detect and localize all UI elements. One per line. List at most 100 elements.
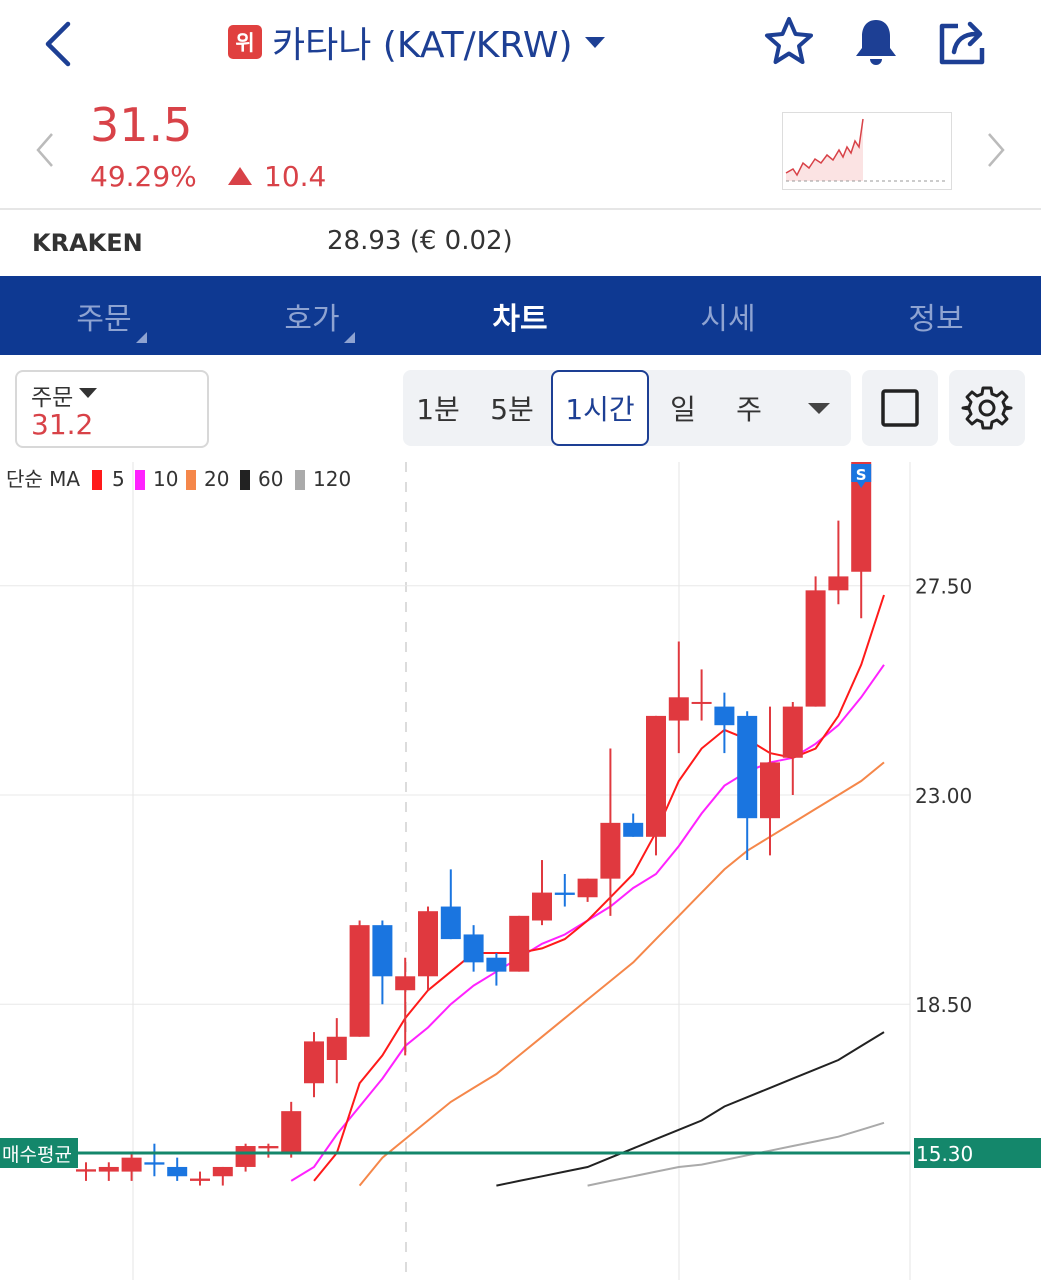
candle <box>463 925 484 972</box>
candle <box>281 1101 302 1158</box>
square-icon <box>881 389 919 427</box>
y-tick-label: 18.50 <box>915 993 972 1017</box>
title-dropdown[interactable]: 위 카타나 (KAT/KRW) <box>228 14 605 70</box>
candle <box>98 1162 119 1181</box>
candle-body <box>212 1166 233 1177</box>
candle <box>691 669 712 721</box>
tab-chart[interactable]: 차트 <box>416 276 624 355</box>
corner-triangle-icon <box>136 332 147 343</box>
legend-ma120: 120 <box>313 467 351 491</box>
sparkline-chart[interactable] <box>782 112 952 190</box>
tab-label: 호가 <box>284 301 340 337</box>
change-value: 10.4 <box>264 160 327 193</box>
legend-ma10: 10 <box>153 467 178 491</box>
candle-body <box>326 1036 347 1060</box>
candle-body <box>235 1146 256 1167</box>
candle <box>577 878 598 902</box>
candle <box>258 1143 279 1158</box>
legend-ma60: 60 <box>258 467 283 491</box>
timeframe-1h[interactable]: 1시간 <box>551 370 649 446</box>
tab-label: 주문 <box>76 301 132 337</box>
candle-body <box>554 892 575 895</box>
settings-button[interactable] <box>949 370 1025 446</box>
signal-marker-label: S <box>856 466 867 484</box>
legend-swatch-ma120 <box>295 470 305 490</box>
candle <box>395 957 416 1056</box>
order-label: 주문 <box>31 385 74 411</box>
candle-body <box>258 1146 279 1149</box>
bell-icon[interactable] <box>848 14 904 70</box>
candle-body <box>691 701 712 704</box>
candle-body <box>509 915 530 972</box>
timeframe-week[interactable]: 주 <box>736 393 762 426</box>
corner-triangle-icon <box>344 332 355 343</box>
tab-info[interactable]: 정보 <box>832 276 1040 355</box>
candle-body <box>463 934 484 963</box>
candle <box>760 706 780 856</box>
candle-body <box>782 706 803 758</box>
legend-swatch-ma20 <box>186 470 196 490</box>
caret-down-icon <box>79 388 97 398</box>
tab-orderbook[interactable]: 호가 <box>208 276 416 355</box>
chevron-left-icon[interactable] <box>34 130 56 170</box>
share-icon[interactable] <box>934 14 990 70</box>
candle-body <box>668 697 689 721</box>
order-price: 31.2 <box>31 408 94 441</box>
candle-body <box>646 715 666 837</box>
tab-order[interactable]: 주문 <box>0 276 208 355</box>
candle <box>851 462 872 619</box>
ma120-line <box>587 1121 885 1187</box>
gear-icon <box>961 386 1013 430</box>
ma-legend: 단순 MA 5 10 20 60 120 <box>6 467 351 491</box>
legend-ma5: 5 <box>112 467 125 491</box>
candle <box>76 1162 96 1181</box>
candle <box>144 1143 165 1177</box>
legend-title: 단순 MA <box>6 467 80 491</box>
candle-body <box>532 892 552 921</box>
candle <box>532 860 552 926</box>
candle <box>646 715 666 856</box>
y-tick-label: 23.00 <box>915 784 972 808</box>
current-price: 31.5 <box>90 98 193 152</box>
candle-body <box>121 1157 142 1172</box>
candle-body <box>577 878 598 898</box>
avg-buy-tag: 15.30 <box>916 1142 973 1166</box>
ma20-line <box>358 761 885 1187</box>
tab-label: 시세 <box>700 301 756 337</box>
candle-body <box>144 1162 165 1165</box>
up-arrow-icon <box>228 167 252 185</box>
fullscreen-button[interactable] <box>862 370 938 446</box>
candle <box>304 1032 324 1098</box>
candle <box>509 915 530 972</box>
timeframe-5m[interactable]: 5분 <box>490 393 534 426</box>
order-price-button[interactable]: 주문 31.2 <box>15 370 209 448</box>
candle <box>212 1166 233 1186</box>
candle-body <box>623 822 644 837</box>
candle <box>372 920 393 1005</box>
warning-badge: 위 <box>228 25 262 59</box>
timeframe-day[interactable]: 일 <box>670 393 696 426</box>
timeframe-more-icon[interactable] <box>808 403 830 414</box>
timeframe-1m[interactable]: 1분 <box>416 393 460 426</box>
candle-body <box>349 925 370 1037</box>
change-percent: 49.29% <box>90 160 197 193</box>
candle-body <box>440 906 461 940</box>
avg-buy-tag-bg <box>914 1138 1041 1168</box>
candle-body <box>76 1169 96 1172</box>
tab-bar: 주문 호가 차트 시세 정보 <box>0 276 1041 355</box>
candle-body <box>714 706 735 726</box>
candle-body <box>805 590 826 707</box>
back-icon[interactable] <box>38 18 82 70</box>
tab-quotes[interactable]: 시세 <box>624 276 832 355</box>
candle <box>737 711 758 861</box>
candle-body <box>98 1166 119 1172</box>
chevron-right-icon[interactable] <box>985 130 1007 170</box>
candle <box>349 920 370 1037</box>
candle-body <box>372 925 393 977</box>
star-icon[interactable] <box>761 14 817 70</box>
signal-marker-bg <box>851 464 872 488</box>
candle <box>554 874 575 907</box>
tab-label: 정보 <box>908 301 964 337</box>
exchange-name: KRAKEN <box>32 229 143 257</box>
